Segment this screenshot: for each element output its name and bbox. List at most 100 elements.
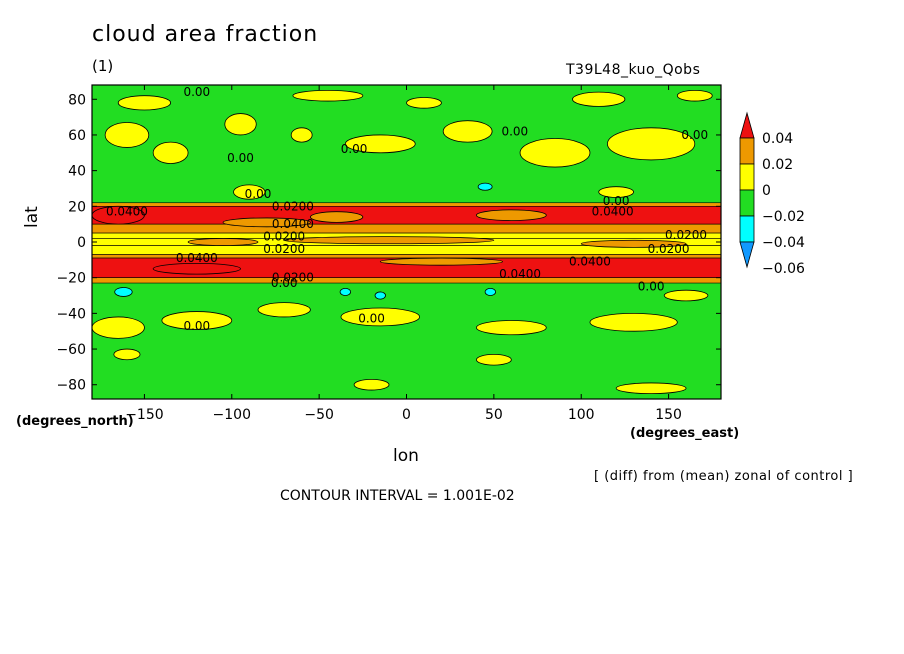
y-tick-label: 80 bbox=[68, 92, 86, 108]
contour-patch bbox=[152, 263, 241, 275]
contour-patch bbox=[676, 89, 713, 102]
contour-interval: CONTOUR INTERVAL = 1.001E-02 bbox=[280, 488, 515, 504]
contour-patch bbox=[187, 238, 259, 246]
contour-patch bbox=[477, 182, 493, 191]
contour-patch bbox=[484, 287, 497, 296]
colorbar-label: 0 bbox=[762, 183, 771, 199]
contour-patch bbox=[519, 138, 591, 168]
contour-label: 0.0400 bbox=[106, 205, 148, 219]
contour-patch bbox=[475, 320, 547, 336]
contour-patch bbox=[152, 141, 189, 164]
y-tick-label: 0 bbox=[77, 235, 86, 251]
contour-patch bbox=[353, 378, 390, 391]
plot-area: 0.000.000.000.00 0.000.000.000.0400 0.0200… bbox=[92, 85, 721, 399]
contour-label: 0.0400 bbox=[272, 217, 314, 231]
contour-patch bbox=[257, 302, 311, 318]
contour-patch bbox=[310, 211, 364, 223]
contour-patch bbox=[224, 113, 257, 136]
contour-patch bbox=[113, 348, 141, 361]
colorbar-label: −0.02 bbox=[762, 209, 805, 225]
y-tick-label: 40 bbox=[68, 164, 86, 180]
colorbar-label: 0.04 bbox=[762, 131, 793, 147]
contour-label: 0.00 bbox=[638, 280, 665, 294]
x-tick-label: 0 bbox=[402, 407, 411, 423]
contour-label: 0.0400 bbox=[592, 205, 634, 219]
contour-patch bbox=[442, 120, 493, 143]
contour-patch bbox=[607, 127, 696, 161]
contour-patch bbox=[406, 97, 442, 109]
diff-note: [ (diff) from (mean) zonal of control ] bbox=[594, 469, 854, 484]
contour-patch bbox=[589, 312, 678, 332]
contour-patch bbox=[283, 236, 495, 245]
contour-label: 0.00 bbox=[183, 319, 210, 333]
contour-label: 0.00 bbox=[271, 276, 298, 290]
contour-label: 0.00 bbox=[227, 151, 254, 165]
contour-patch bbox=[161, 311, 233, 330]
contour-label: 0.0200 bbox=[665, 228, 707, 242]
zonal-band bbox=[92, 277, 721, 284]
contour-patch bbox=[379, 257, 503, 266]
colorbar: 0.04 0.02 0 −0.02 −0.04 −0.06 bbox=[739, 111, 805, 277]
panel-number: (1) bbox=[92, 57, 114, 75]
contour-label: 0.0400 bbox=[569, 255, 611, 269]
contour-label: 0.0400 bbox=[499, 267, 541, 281]
contour-patch bbox=[475, 353, 512, 366]
contour-patch bbox=[580, 239, 687, 248]
contour-patch bbox=[344, 134, 416, 154]
contour-patch bbox=[339, 287, 351, 296]
run-name: T39L48_kuo_Qobs bbox=[566, 62, 701, 78]
y-tick-label: 20 bbox=[68, 199, 86, 215]
x-tick-label: −50 bbox=[304, 407, 334, 423]
contour-patch bbox=[340, 307, 421, 327]
contour-patch bbox=[572, 91, 626, 107]
y-tick-label: 60 bbox=[68, 128, 86, 144]
colorbar-swatch bbox=[739, 137, 755, 165]
contour-label: 0.0200 bbox=[648, 242, 690, 256]
contour-patch bbox=[292, 89, 364, 102]
colorbar-cap-bottom bbox=[739, 241, 755, 269]
colorbar-swatch bbox=[739, 163, 755, 191]
x-tick-label: −100 bbox=[213, 407, 251, 423]
contour-label: 0.00 bbox=[358, 312, 385, 326]
colorbar-swatch bbox=[739, 215, 755, 243]
contour-label: 0.0200 bbox=[272, 271, 314, 285]
colorbar-label: 0.02 bbox=[762, 157, 793, 173]
contour-label: 0.00 bbox=[501, 124, 528, 138]
colorbar-swatch bbox=[739, 189, 755, 217]
contour-patch bbox=[475, 209, 547, 221]
contour-patch bbox=[117, 95, 172, 111]
contour-label: 0.00 bbox=[341, 142, 368, 156]
contour-label: 0.0200 bbox=[263, 242, 305, 256]
colorbar-cap-top bbox=[739, 111, 755, 139]
contour-label: 0.00 bbox=[245, 187, 272, 201]
contour-patch bbox=[92, 205, 145, 225]
contour-label: 0.0400 bbox=[176, 251, 218, 265]
contour-patch bbox=[615, 382, 687, 395]
contour-patch bbox=[92, 316, 145, 339]
contour-patch bbox=[598, 186, 635, 198]
contour-patch bbox=[290, 127, 313, 143]
y-tick-label: −60 bbox=[56, 342, 86, 358]
x-tick-label: 50 bbox=[485, 407, 503, 423]
contour-patch bbox=[663, 289, 709, 302]
x-tick-label: 100 bbox=[568, 407, 595, 423]
x-coordinate-name: (degrees_east) bbox=[630, 426, 740, 441]
chart-title: cloud area fraction bbox=[92, 22, 319, 47]
y-tick-label: −20 bbox=[56, 271, 86, 287]
colorbar-label: −0.06 bbox=[762, 261, 805, 277]
contour-patch bbox=[114, 287, 133, 297]
contour-label: 0.00 bbox=[183, 85, 210, 99]
y-tick-label: −80 bbox=[56, 378, 86, 394]
x-axis-label: lon bbox=[393, 446, 419, 466]
contour-patch bbox=[222, 217, 311, 228]
axes: −150 −100 −50 0 50 100 150 80 60 40 20 0 −20 −40 −60 −8… bbox=[56, 85, 721, 423]
contour-label: 0.00 bbox=[681, 128, 708, 142]
y-tick-label: −40 bbox=[56, 306, 86, 322]
contour-patch bbox=[233, 184, 266, 200]
contour-label: 0.00 bbox=[603, 194, 630, 208]
x-tick-label: −150 bbox=[125, 407, 163, 423]
contour-label: 0.0200 bbox=[263, 230, 305, 244]
y-coordinate-name: (degrees_north) bbox=[16, 414, 134, 429]
contour-label: 0.0200 bbox=[272, 199, 314, 213]
